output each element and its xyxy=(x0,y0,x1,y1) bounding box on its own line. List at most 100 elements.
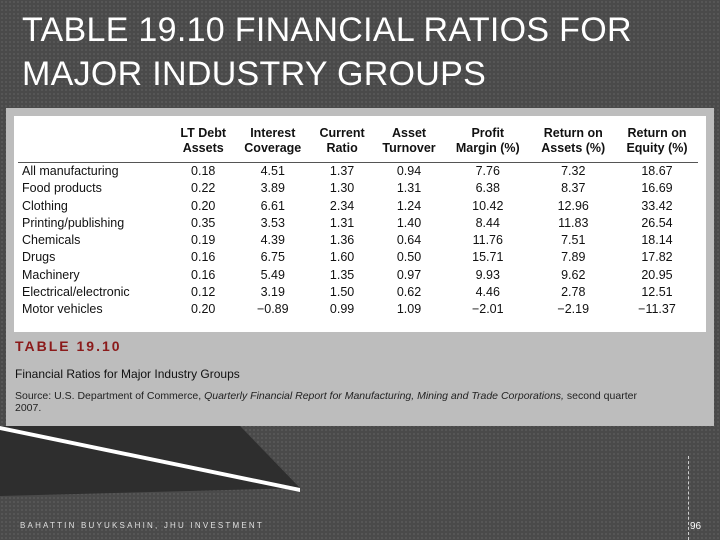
cell: 0.62 xyxy=(396,285,422,300)
cell: 12.96 xyxy=(557,198,589,213)
cell: 6.75 xyxy=(260,250,285,265)
cell: 11.76 xyxy=(472,233,503,248)
header-interest-coverage: Interest Coverage xyxy=(234,120,312,163)
cell: 8.37 xyxy=(561,181,586,196)
header-return-on-assets: Return on Assets (%) xyxy=(530,120,616,163)
table-container: LT Debt Assets Interest Coverage Current Ra… xyxy=(14,116,706,332)
decorative-wedge xyxy=(0,426,300,496)
page-number: 96 xyxy=(690,521,702,532)
cell: 2.78 xyxy=(561,285,586,300)
cell: 1.31 xyxy=(329,215,355,230)
source-prefix: Source: U.S. Department of Commerce, xyxy=(15,390,205,402)
cell: 12.51 xyxy=(641,285,673,300)
cell: 0.20 xyxy=(191,302,216,317)
table-caption-title: Financial Ratios for Major Industry Grou… xyxy=(15,367,240,381)
cell: 0.35 xyxy=(191,215,216,230)
table-row: Printing/publishing 0.35 3.53 1.31 1.40 … xyxy=(18,215,698,232)
table-row: Drugs 0.16 6.75 1.60 0.50 15.71 7.89 17.… xyxy=(18,249,698,266)
cell: 0.19 xyxy=(191,233,216,248)
header-lt-debt-assets: LT Debt Assets xyxy=(172,120,235,163)
header-return-on-equity: Return on Equity (%) xyxy=(615,120,698,163)
slide-title: TABLE 19.10 FINANCIAL RATIOS FOR MAJOR I… xyxy=(22,11,632,93)
header-current-ratio: Current Ratio xyxy=(311,120,374,163)
cell: 18.67 xyxy=(641,164,673,178)
cell: 3.89 xyxy=(260,181,285,196)
cell: 1.36 xyxy=(329,233,355,248)
cell: 11.83 xyxy=(558,215,589,230)
cell: 3.19 xyxy=(260,285,285,300)
cell: 1.35 xyxy=(329,267,355,282)
cell: 10.42 xyxy=(472,198,504,213)
cell: 0.16 xyxy=(191,250,216,265)
cell: 2.34 xyxy=(329,198,355,213)
row-label: All manufacturing xyxy=(22,164,119,178)
cell: 5.49 xyxy=(260,267,285,282)
cell: 0.94 xyxy=(396,164,422,178)
row-label: Machinery xyxy=(22,267,80,282)
financial-ratios-table: LT Debt Assets Interest Coverage Current Ra… xyxy=(18,120,698,319)
cell: 1.31 xyxy=(396,181,422,196)
cell: 1.37 xyxy=(329,164,355,178)
table-row: Machinery 0.16 5.49 1.35 0.97 9.93 9.62 … xyxy=(18,267,698,284)
table-row: Motor vehicles 0.20 −0.89 0.99 1.09 −2.0… xyxy=(18,301,698,318)
cell: −2.19 xyxy=(557,302,590,317)
cell: 3.53 xyxy=(260,215,285,230)
cell: 0.18 xyxy=(191,164,216,178)
cell: 7.32 xyxy=(561,164,586,178)
cell: 0.99 xyxy=(329,302,355,317)
cell: 16.69 xyxy=(641,181,673,196)
cell: 1.60 xyxy=(329,250,355,265)
header-industry xyxy=(18,120,172,163)
table-source-note: Source: U.S. Department of Commerce, Qua… xyxy=(15,390,655,414)
source-publication: Quarterly Financial Report for Manufactu… xyxy=(204,390,564,402)
table-header-row: LT Debt Assets Interest Coverage Current Ra… xyxy=(18,120,698,163)
cell: 6.61 xyxy=(260,198,285,213)
row-label: Printing/publishing xyxy=(22,215,125,230)
cell: 4.39 xyxy=(260,233,285,248)
cell: 20.95 xyxy=(641,267,673,282)
page-divider xyxy=(688,456,689,540)
table-row: Clothing 0.20 6.61 2.34 1.24 10.42 12.96… xyxy=(18,198,698,215)
source-suffix: second quarter 2007. xyxy=(15,390,637,414)
header-asset-turnover: Asset Turnover xyxy=(373,120,446,163)
cell: 1.24 xyxy=(396,198,422,213)
cell: 18.14 xyxy=(641,233,673,248)
header-profit-margin: Profit Margin (%) xyxy=(445,120,531,163)
cell: 6.38 xyxy=(475,181,500,196)
table-row: Electrical/electronic 0.12 3.19 1.50 0.6… xyxy=(18,284,698,301)
cell: 17.82 xyxy=(641,250,673,265)
cell: 7.89 xyxy=(561,250,586,265)
cell: 15.71 xyxy=(472,250,504,265)
cell: 4.51 xyxy=(260,164,285,178)
row-label: Clothing xyxy=(22,198,68,213)
footer-author: BAHATTIN BUYUKSAHIN, JHU INVESTMENT xyxy=(20,521,264,530)
table-row: Chemicals 0.19 4.39 1.36 0.64 11.76 7.51… xyxy=(18,232,698,249)
table-row: Food products 0.22 3.89 1.30 1.31 6.38 8… xyxy=(18,180,698,197)
cell: −2.01 xyxy=(471,302,504,317)
cell: 0.64 xyxy=(396,233,422,248)
cell: 0.22 xyxy=(191,181,216,196)
cell: 0.50 xyxy=(396,250,422,265)
cell: 1.09 xyxy=(396,302,422,317)
table-figure: LT Debt Assets Interest Coverage Current Ra… xyxy=(6,108,714,426)
row-label: Food products xyxy=(22,181,102,196)
row-label: Motor vehicles xyxy=(22,302,103,317)
row-label: Chemicals xyxy=(22,233,81,248)
table-caption-label: TABLE 19.10 xyxy=(15,338,122,354)
row-label: Drugs xyxy=(22,250,56,265)
cell: 9.93 xyxy=(475,267,500,282)
cell: 33.42 xyxy=(641,198,673,213)
cell: 1.30 xyxy=(329,181,355,196)
cell: 0.97 xyxy=(396,267,422,282)
cell: 0.16 xyxy=(191,267,216,282)
cell: 0.12 xyxy=(191,285,216,300)
cell: 8.44 xyxy=(475,215,500,230)
cell: 26.54 xyxy=(641,215,673,230)
table-row: All manufacturing 0.18 4.51 1.37 0.94 7.… xyxy=(18,163,698,181)
cell: 0.20 xyxy=(191,198,216,213)
cell: 9.62 xyxy=(561,267,586,282)
cell: −11.37 xyxy=(638,302,676,317)
cell: 7.76 xyxy=(475,164,500,178)
cell: 4.46 xyxy=(475,285,500,300)
cell: 1.50 xyxy=(329,285,355,300)
